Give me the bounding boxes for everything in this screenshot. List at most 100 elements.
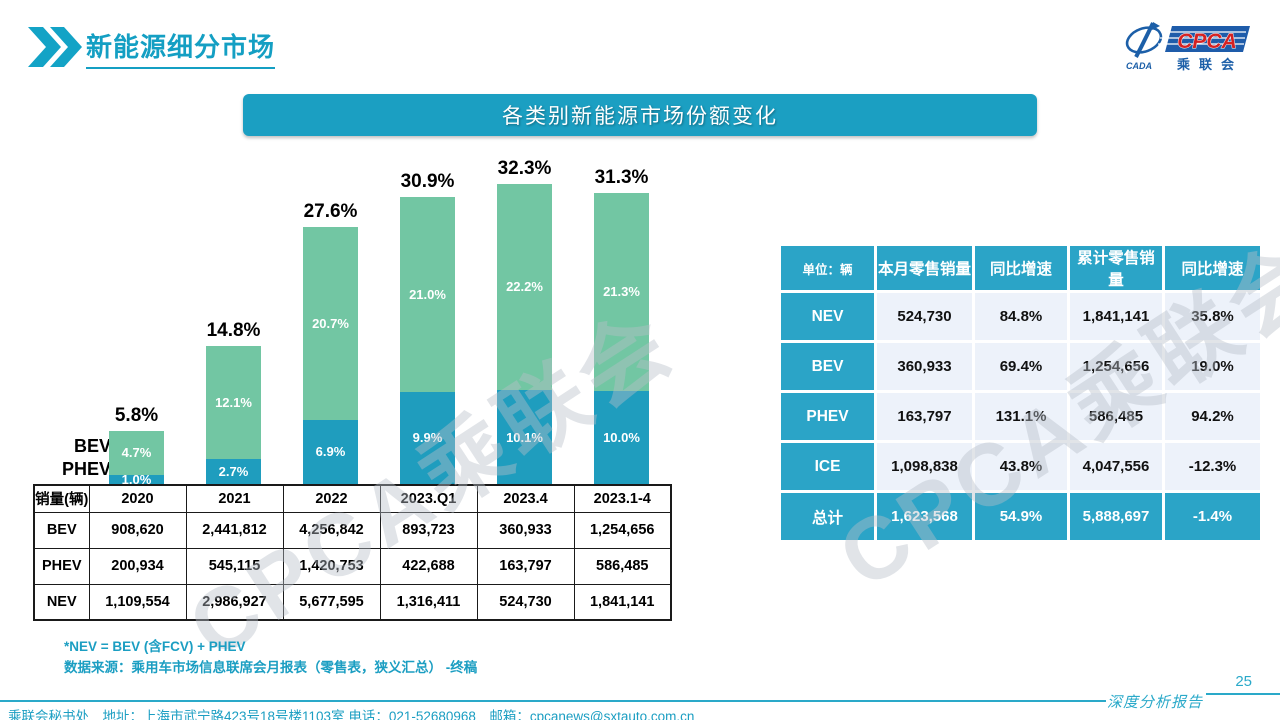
phev-segment-2022: 6.9% (303, 419, 358, 484)
table-row: NEV 524,730 84.8% 1,841,141 35.8% (781, 293, 1260, 340)
summary-cell: -1.4% (1165, 493, 1260, 540)
share-chart: BEV PHEV 1.0% 4.7% 5.8% 2.7% 12.1% 14.8% 6.9% 2… (33, 158, 670, 487)
bar-group-2023.4: 10.1% 22.2% 32.3% (497, 158, 552, 484)
sales-cell: 200,934 (88, 547, 187, 585)
summary-cell: 19.0% (1165, 343, 1260, 390)
summary-column-header: 同比增速 (975, 246, 1067, 290)
summary-cell: 4,047,556 (1070, 443, 1162, 490)
summary-cell: 163,797 (877, 393, 972, 440)
summary-cell: -12.3% (1165, 443, 1260, 490)
footer-divider (0, 700, 1106, 702)
table-row: BEV 908,620 2,441,812 4,256,842 893,723 360,9… (33, 511, 672, 549)
sales-cell: 1,316,411 (379, 583, 478, 621)
summary-cell: 84.8% (975, 293, 1067, 340)
summary-cell: 1,098,838 (877, 443, 972, 490)
phev-segment-2023.1-4: 10.0% (594, 391, 649, 484)
sales-corner-label: 销量(辆) (33, 484, 90, 513)
footer-contact-info: 乘联会秘书处 地址：上海市武宁路423号18号楼1103室 电话：021-526… (8, 709, 695, 720)
summary-unit-label: 单位：辆 (781, 246, 874, 290)
summary-row-label: PHEV (781, 393, 874, 440)
summary-cell: 360,933 (877, 343, 972, 390)
bev-segment-2021: 12.1% (206, 346, 261, 459)
bev-segment-2020: 4.7% (109, 431, 164, 475)
table-row: BEV 360,933 69.4% 1,254,656 19.0% (781, 343, 1260, 390)
sales-column-header: 2023.Q1 (379, 484, 478, 513)
summary-cell: 35.8% (1165, 293, 1260, 340)
bev-segment-2023.1-4: 21.3% (594, 192, 649, 391)
sales-column-header: 2023.1-4 (573, 484, 672, 513)
sales-cell: 1,841,141 (573, 583, 672, 621)
sales-cell: 2,441,812 (185, 511, 284, 549)
legend-phev-label: PHEV (61, 459, 111, 479)
summary-row-label: ICE (781, 443, 874, 490)
sales-cell: 586,485 (573, 547, 672, 585)
summary-cell: 54.9% (975, 493, 1067, 540)
bar-group-2023.Q1: 9.9% 21.0% 30.9% (400, 171, 455, 484)
total-share-label-2022: 27.6% (303, 201, 358, 223)
summary-cell: 1,841,141 (1070, 293, 1162, 340)
summary-cell: 524,730 (877, 293, 972, 340)
sales-cell: 2,986,927 (185, 583, 284, 621)
summary-cell: 1,623,568 (877, 493, 972, 540)
bar-group-2022: 6.9% 20.7% 27.6% (303, 201, 358, 484)
logo-cn-text: 乘联会 (1176, 57, 1243, 72)
note-nev-definition: *NEV = BEV (含FCV) + PHEV (64, 639, 246, 654)
bar-group-2023.1-4: 10.0% 21.3% 31.3% (594, 167, 649, 484)
source-notes: *NEV = BEV (含FCV) + PHEV 数据来源：乘用车市场信息联席会… (64, 637, 477, 679)
phev-segment-2023.4: 10.1% (497, 390, 552, 484)
bar-group-2020: 1.0% 4.7% 5.8% (109, 405, 164, 487)
summary-row-label: NEV (781, 293, 874, 340)
footer-divider-right (1206, 693, 1280, 695)
double-chevron-icon (28, 27, 82, 67)
sales-table-grid: 销量(辆) 2020 2021 2022 2023.Q1 2023.4 2023.1-4 BE… (33, 484, 672, 621)
total-share-label-2020: 5.8% (114, 405, 159, 426)
phev-segment-2021: 2.7% (206, 458, 261, 484)
total-share-label-2023.1-4: 31.3% (594, 166, 649, 188)
summary-cell: 43.8% (975, 443, 1067, 490)
total-share-label-2021: 14.8% (206, 320, 261, 342)
sales-cell: 5,677,595 (282, 583, 381, 621)
sales-cell: 4,256,842 (282, 511, 381, 549)
sales-row-label: NEV (33, 583, 90, 621)
sales-cell: 893,723 (379, 511, 478, 549)
sales-cell: 1,254,656 (573, 511, 672, 549)
summary-table-grid: 单位：辆 本月零售销量 同比增速 累计零售销量 同比增速 NEV 524,730 84.8% 1… (778, 243, 1263, 543)
sales-column-header: 2023.4 (476, 484, 575, 513)
note-data-source: 数据来源：乘用车市场信息联席会月报表（零售表，狭义汇总） -终稿 (64, 659, 478, 675)
sales-column-header: 2021 (185, 484, 284, 513)
summary-column-header: 累计零售销量 (1070, 246, 1162, 290)
legend-bev-label: BEV (73, 436, 111, 456)
bev-segment-2022: 20.7% (303, 227, 358, 420)
sales-row-label: PHEV (33, 547, 90, 585)
chart-banner-title: 各类别新能源市场份额变化 (243, 94, 1037, 136)
sales-row-label: BEV (33, 511, 90, 549)
logo-cpca-text: CPCA (1177, 30, 1237, 53)
summary-cell: 5,888,697 (1070, 493, 1162, 540)
sales-cell: 545,115 (185, 547, 284, 585)
sales-cell: 1,109,554 (88, 583, 187, 621)
total-share-label-2023.4: 32.3% (497, 157, 552, 179)
sales-cell: 360,933 (476, 511, 575, 549)
summary-row-label: BEV (781, 343, 874, 390)
summary-row-label: 总计 (781, 493, 874, 540)
summary-column-header: 本月零售销量 (877, 246, 972, 290)
sales-cell: 422,688 (379, 547, 478, 585)
page-title: 新能源细分市场 (86, 27, 276, 69)
bar-group-2021: 2.7% 12.1% 14.8% (206, 320, 261, 484)
report-type-label: 深度分析报告 (1106, 695, 1203, 711)
sales-cell: 1,420,753 (282, 547, 381, 585)
total-share-label-2023.Q1: 30.9% (400, 170, 455, 192)
page-number: 25 (1235, 673, 1252, 690)
summary-table: 单位：辆 本月零售销量 同比增速 累计零售销量 同比增速 NEV 524,730 84.8% 1… (778, 243, 1263, 543)
logo-stroke (1134, 22, 1155, 58)
sales-table: 销量(辆) 2020 2021 2022 2023.Q1 2023.4 2023.1-4 BE… (33, 484, 672, 621)
table-row: 总计 1,623,568 54.9% 5,888,697 -1.4% (781, 493, 1260, 540)
summary-cell: 94.2% (1165, 393, 1260, 440)
sales-cell: 163,797 (476, 547, 575, 585)
sales-column-header: 2022 (282, 484, 381, 513)
summary-cell: 131.1% (975, 393, 1067, 440)
sales-cell: 524,730 (476, 583, 575, 621)
summary-cell: 1,254,656 (1070, 343, 1162, 390)
logo-cada-text: CADA (1126, 61, 1152, 71)
